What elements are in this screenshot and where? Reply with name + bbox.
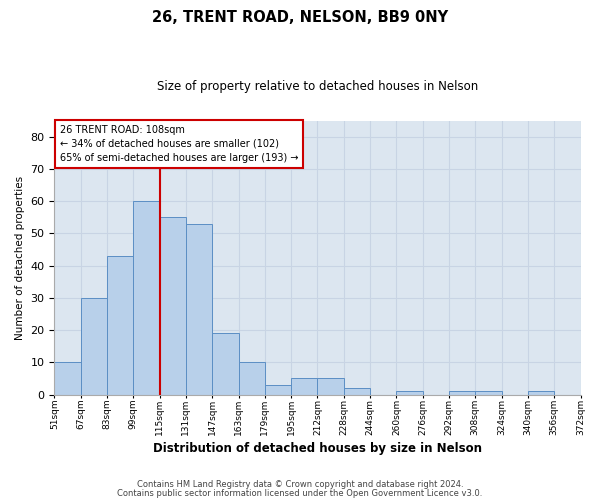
Bar [107,256,133,394]
Bar [317,378,344,394]
X-axis label: Distribution of detached houses by size in Nelson: Distribution of detached houses by size … [153,442,482,455]
Bar [133,201,160,394]
Bar [291,378,317,394]
Text: Contains HM Land Registry data © Crown copyright and database right 2024.: Contains HM Land Registry data © Crown c… [137,480,463,489]
Bar [449,392,475,394]
Bar [55,362,81,394]
Bar [212,334,239,394]
Title: Size of property relative to detached houses in Nelson: Size of property relative to detached ho… [157,80,478,93]
Text: Contains public sector information licensed under the Open Government Licence v3: Contains public sector information licen… [118,489,482,498]
Bar [81,298,107,394]
Y-axis label: Number of detached properties: Number of detached properties [15,176,25,340]
Bar [528,392,554,394]
Text: 26 TRENT ROAD: 108sqm
← 34% of detached houses are smaller (102)
65% of semi-det: 26 TRENT ROAD: 108sqm ← 34% of detached … [59,124,298,162]
Bar [344,388,370,394]
Bar [475,392,502,394]
Bar [397,392,422,394]
Text: 26, TRENT ROAD, NELSON, BB9 0NY: 26, TRENT ROAD, NELSON, BB9 0NY [152,10,448,25]
Bar [186,224,212,394]
Bar [239,362,265,394]
Bar [160,217,186,394]
Bar [265,385,291,394]
